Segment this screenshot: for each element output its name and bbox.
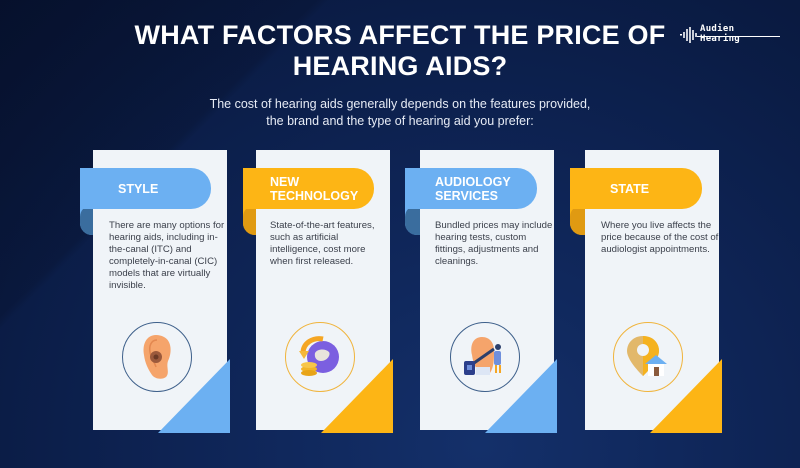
factor-banner-technology: NEW TECHNOLOGY xyxy=(243,168,374,209)
technology-cost-icon xyxy=(299,336,339,376)
icon-badge-style xyxy=(122,322,192,392)
page-title: WHAT FACTORS AFFECT THE PRICE OF HEARING… xyxy=(0,20,800,82)
soundwave-icon xyxy=(680,27,697,43)
icon-badge-technology xyxy=(285,322,355,392)
brand-name: Audien Hearing xyxy=(700,24,741,44)
factor-description: Where you live affects the price because… xyxy=(601,220,719,255)
subtitle-line-1: The cost of hearing aids generally depen… xyxy=(209,97,591,111)
factor-banner-state: STATE xyxy=(570,168,702,209)
page-subtitle: The cost of hearing aids generally depen… xyxy=(0,96,800,130)
factor-banner-audiology: AUDIOLOGY SERVICES xyxy=(405,168,537,209)
factor-title: STYLE xyxy=(118,181,159,196)
corner-triangle xyxy=(321,359,393,433)
factor-description: Bundled prices may include hearing tests… xyxy=(435,220,553,267)
factor-title-line-2: SERVICES xyxy=(435,188,498,203)
factor-title-line-1: AUDIOLOGY xyxy=(435,174,511,189)
corner-triangle xyxy=(485,359,557,433)
brand-logo: Audien Hearing xyxy=(680,22,780,48)
factor-description: There are many options for hearing aids,… xyxy=(109,220,225,291)
title-line-2: HEARING AIDS? xyxy=(292,51,508,81)
factor-title-line-2: TECHNOLOGY xyxy=(270,188,359,203)
icon-badge-audiology xyxy=(450,322,520,392)
factor-description: State-of-the-art features, such as artif… xyxy=(270,220,375,267)
icon-badge-state xyxy=(613,322,683,392)
corner-triangle xyxy=(650,359,722,433)
factor-banner-style: STYLE xyxy=(80,168,211,209)
ear-icon xyxy=(143,335,171,379)
logo-underline xyxy=(697,36,780,37)
audiologist-ear-icon xyxy=(464,337,501,375)
corner-triangle xyxy=(158,359,230,433)
location-home-icon xyxy=(627,336,667,376)
factor-title-line-1: NEW xyxy=(270,174,300,189)
subtitle-line-2: the brand and the type of hearing aid yo… xyxy=(266,114,534,128)
factor-title: STATE xyxy=(610,181,650,196)
title-line-1: WHAT FACTORS AFFECT THE PRICE OF xyxy=(134,20,666,50)
